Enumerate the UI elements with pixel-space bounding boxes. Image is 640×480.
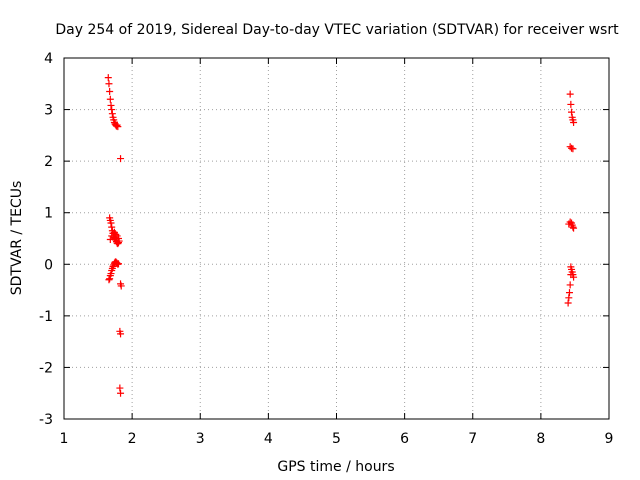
y-tick-label: -3 xyxy=(39,412,53,428)
data-point xyxy=(106,275,114,283)
x-tick-label: 4 xyxy=(264,431,273,447)
data-point xyxy=(568,108,576,116)
x-tick-label: 1 xyxy=(60,431,69,447)
data-point xyxy=(564,299,572,307)
y-tick-label: -2 xyxy=(39,360,53,376)
data-point xyxy=(116,384,124,392)
y-tick-label: 2 xyxy=(44,154,53,170)
x-tick-label: 5 xyxy=(332,431,341,447)
y-tick-label: 1 xyxy=(44,206,53,222)
data-point xyxy=(117,330,125,338)
data-point xyxy=(117,282,125,290)
x-tick-label: 3 xyxy=(196,431,205,447)
grid-layer xyxy=(64,58,609,419)
data-point xyxy=(108,223,116,231)
x-axis-label: GPS time / hours xyxy=(277,459,394,475)
data-point xyxy=(108,110,116,118)
x-tick-label: 2 xyxy=(128,431,137,447)
data-point xyxy=(108,106,116,114)
data-point xyxy=(115,260,122,268)
data-point xyxy=(566,281,574,289)
y-tick-label: 3 xyxy=(44,103,53,119)
data-point xyxy=(569,145,577,153)
x-tick-label: 9 xyxy=(605,431,614,447)
data-point xyxy=(565,289,573,297)
data-point xyxy=(106,88,114,96)
data-point xyxy=(107,101,115,109)
data-points xyxy=(104,74,578,397)
data-point xyxy=(115,235,122,242)
data-point xyxy=(107,270,115,278)
x-tick-label: 7 xyxy=(468,431,477,447)
data-point xyxy=(107,219,115,227)
x-tick-label: 6 xyxy=(400,431,409,447)
data-point xyxy=(569,223,577,231)
y-tick-label: 4 xyxy=(44,51,53,67)
chart-title: Day 254 of 2019, Sidereal Day-to-day VTE… xyxy=(55,22,619,38)
data-point xyxy=(106,95,114,103)
data-point xyxy=(105,276,113,284)
data-point xyxy=(105,80,113,88)
data-point xyxy=(114,123,122,131)
data-point xyxy=(570,224,578,232)
data-point xyxy=(567,100,575,108)
data-point xyxy=(570,118,578,126)
data-point xyxy=(565,294,573,302)
data-point xyxy=(112,230,120,238)
y-tick-label: 0 xyxy=(44,257,53,273)
data-point xyxy=(117,155,125,163)
data-point xyxy=(117,389,125,397)
y-tick-label: -1 xyxy=(39,309,53,325)
tick-layer: 1 2 3 4 5 6 7 8 9 -3 -2 -1 0 1 2 3 4 xyxy=(39,51,613,447)
y-axis-label: SDTVAR / TECUs xyxy=(9,181,25,296)
data-point xyxy=(113,121,121,129)
data-point xyxy=(109,262,117,270)
data-point xyxy=(567,271,575,279)
x-tick-label: 8 xyxy=(536,431,545,447)
data-point xyxy=(104,74,112,82)
data-point xyxy=(566,90,574,98)
data-point xyxy=(106,236,114,244)
